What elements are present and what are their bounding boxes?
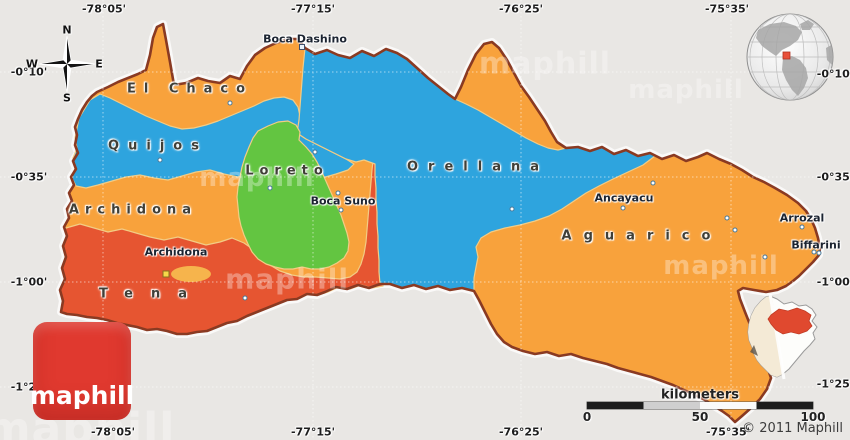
locator-globe xyxy=(746,13,834,101)
maphill-logo[interactable]: maphill xyxy=(29,322,135,420)
archidona-urban-patch xyxy=(171,266,211,282)
scale-bar-unit-label: kilometers xyxy=(660,387,740,403)
compass-west-label: W xyxy=(25,57,39,71)
region-loreto xyxy=(236,120,350,270)
province-border xyxy=(58,22,822,424)
copyright-notice: © 2011 Maphill xyxy=(742,421,843,436)
inset-highlight-region xyxy=(767,307,813,335)
compass-south-label: S xyxy=(63,91,71,105)
compass-north-label: N xyxy=(62,23,72,37)
scale-bar xyxy=(586,401,814,410)
globe-continents xyxy=(756,20,833,96)
compass-east-label: E xyxy=(95,57,103,71)
country-inset xyxy=(747,293,818,380)
compass-rose-icon xyxy=(38,35,96,93)
maphill-logo-text: maphill xyxy=(29,381,135,410)
